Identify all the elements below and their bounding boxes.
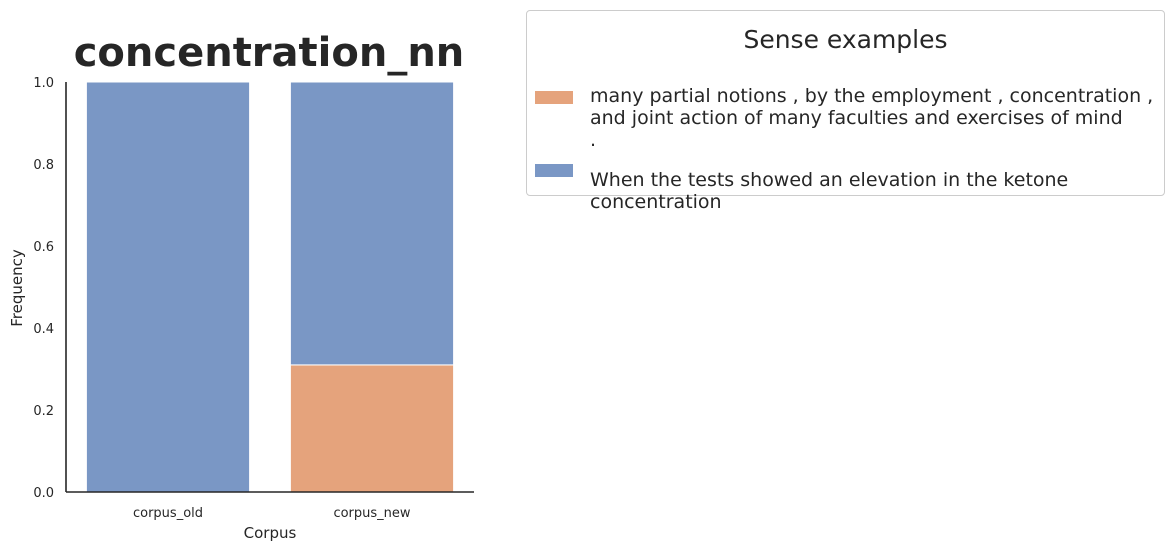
bar-corpus_new-series-0	[289, 364, 455, 493]
y-tick-label: 0.2	[33, 404, 54, 419]
x-tick-label: corpus_old	[133, 506, 203, 521]
bar-corpus_old-series-1	[85, 81, 251, 493]
y-tick-label: 0.4	[33, 322, 54, 337]
legend-item-label: many partial notions , by the employment…	[590, 85, 1154, 151]
legend-swatch-orange	[535, 91, 573, 104]
x-axis-label: Corpus	[244, 524, 297, 542]
y-tick-label: 1.0	[33, 76, 54, 91]
x-tick-label: corpus_new	[333, 506, 410, 521]
legend-title: Sense examples	[743, 25, 948, 54]
legend-item-label: When the tests showed an elevation in th…	[590, 169, 1069, 213]
legend: Sense examples many partial notions , by…	[526, 10, 1165, 213]
bar-chart: concentration_nn 0.0 0.2 0.4 0.6 0.8 1.0 corpu…	[8, 30, 474, 542]
y-tick-label: 0.0	[33, 486, 54, 501]
y-axis-label: Frequency	[8, 249, 26, 327]
y-tick-label: 0.8	[33, 158, 54, 173]
legend-swatch-blue	[535, 164, 573, 177]
bars-group	[85, 81, 455, 493]
axes-group: 0.0 0.2 0.4 0.6 0.8 1.0 corpus_old corpus_new	[33, 76, 474, 521]
bar-corpus_new-series-1	[289, 81, 455, 366]
chart-title: concentration_nn	[74, 30, 465, 76]
y-tick-label: 0.6	[33, 240, 54, 255]
